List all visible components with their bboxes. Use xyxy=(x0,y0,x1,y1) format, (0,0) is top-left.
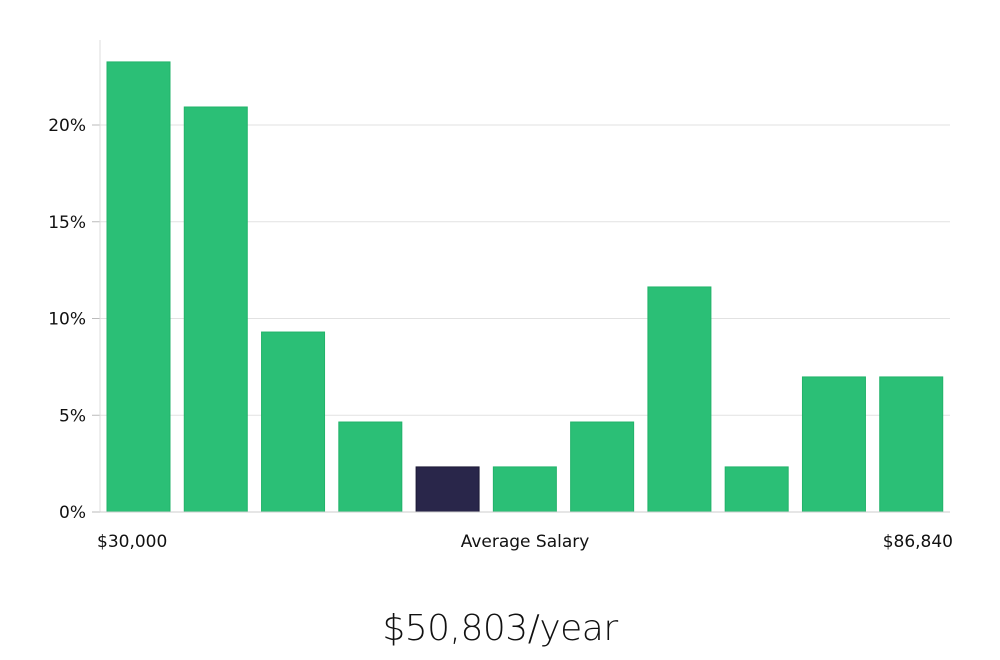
bar xyxy=(724,466,789,513)
y-tick-label: 15% xyxy=(48,213,86,233)
salary-histogram: 0% 5% 10% 15% 20% $30,000 Average Salary $86… xyxy=(48,40,953,552)
bar xyxy=(106,61,171,513)
y-tick-label: 10% xyxy=(48,310,86,330)
bar xyxy=(647,286,712,513)
average-salary-value: $50,803/year xyxy=(382,608,618,649)
y-tick-label: 20% xyxy=(48,116,86,136)
bar xyxy=(338,421,403,513)
x-max-label: $86,840 xyxy=(883,532,953,552)
y-tick-label: 0% xyxy=(59,503,86,523)
bar xyxy=(492,466,557,513)
bar xyxy=(570,421,635,513)
x-min-label: $30,000 xyxy=(97,532,167,552)
bar-average-salary xyxy=(415,466,480,513)
x-axis-title: Average Salary xyxy=(461,532,590,552)
bar xyxy=(801,376,866,513)
bar xyxy=(879,376,944,513)
bar xyxy=(183,106,248,513)
y-tick-label: 5% xyxy=(59,406,86,426)
bar xyxy=(261,331,326,513)
